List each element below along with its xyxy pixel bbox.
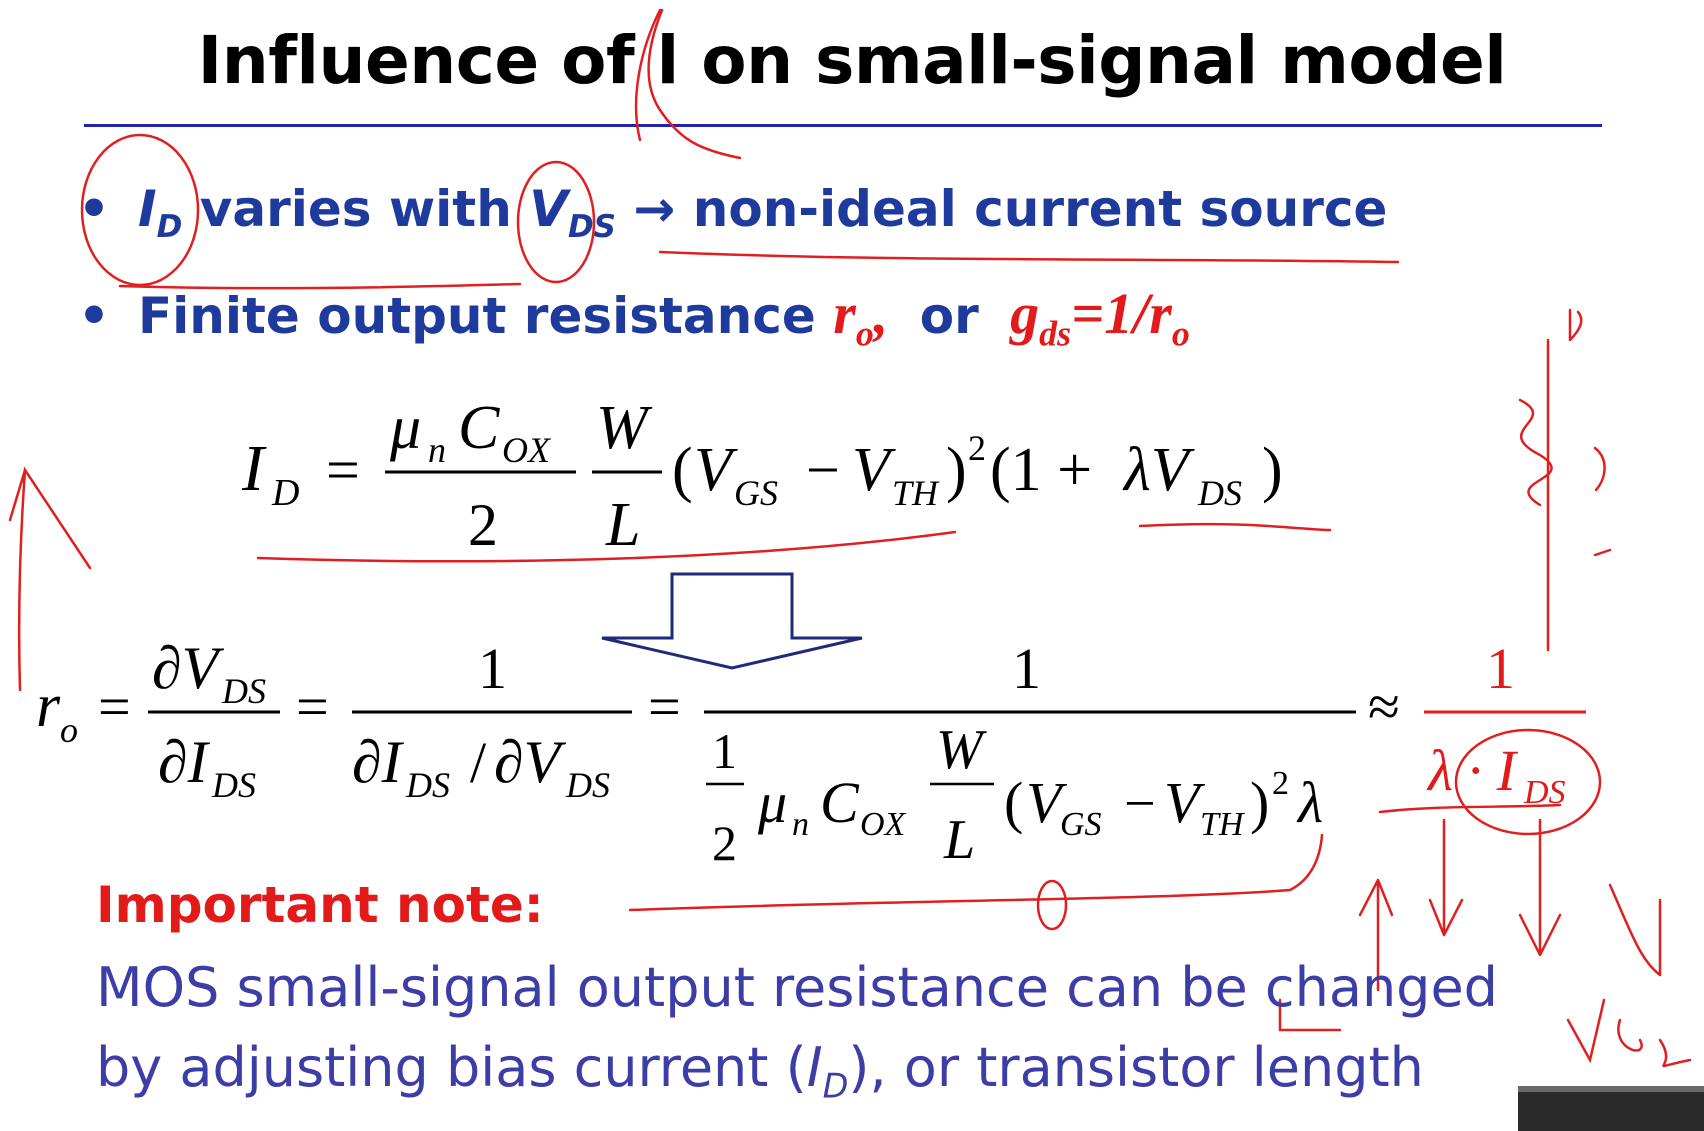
svg-text:μ: μ <box>389 394 421 462</box>
svg-text:W: W <box>596 394 653 462</box>
svg-text:n: n <box>792 806 809 843</box>
svg-text:DS: DS <box>1197 473 1242 513</box>
id-symbol: ID <box>138 180 183 245</box>
svg-text:(1 +: (1 + <box>990 436 1092 504</box>
svg-text:∂V: ∂V <box>494 729 567 795</box>
svg-text:W: W <box>936 719 987 781</box>
svg-text:TH: TH <box>892 473 940 513</box>
slide-title: Influence of l on small-signal model <box>197 22 1507 99</box>
svg-text:C: C <box>458 394 500 462</box>
svg-text:/: / <box>470 730 487 795</box>
note-line-2: by adjusting bias current (ID), or trans… <box>96 1036 1424 1106</box>
gds-expression: gds=1/ro <box>1010 281 1190 354</box>
svg-text:≈: ≈ <box>1368 674 1400 739</box>
svg-text:1: 1 <box>1012 636 1041 701</box>
svg-text:1: 1 <box>478 636 507 701</box>
svg-text:(: ( <box>672 436 693 504</box>
svg-text:λV: λV <box>1122 436 1195 504</box>
svg-text:μ: μ <box>757 770 787 835</box>
title-divider <box>84 124 1602 127</box>
svg-text:=: = <box>326 437 360 503</box>
bullet-dot: • <box>78 287 110 345</box>
svg-text:(: ( <box>1004 770 1023 835</box>
svg-text:I: I <box>241 432 267 505</box>
svg-text:TH: TH <box>1200 806 1246 843</box>
bullet-2-or: or <box>919 287 979 345</box>
id-symbol: ID <box>806 1036 849 1106</box>
down-arrow-icon <box>601 572 863 670</box>
svg-text:L: L <box>943 809 975 871</box>
svg-text:): ) <box>1262 436 1283 504</box>
bullet-1-varies: varies with <box>199 180 512 238</box>
svg-text:V: V <box>852 436 896 504</box>
important-note-title: Important note: <box>96 876 544 934</box>
bullet-1: • ID varies with VDS → non-ideal current … <box>78 180 1387 245</box>
svg-text:=: = <box>296 674 329 739</box>
arrow-symbol: → <box>633 180 676 238</box>
svg-text:GS: GS <box>1060 806 1102 843</box>
svg-text:L: L <box>605 491 640 559</box>
bullet-2: • Finite output resistance ro, or gds=1/r… <box>78 280 1190 355</box>
svg-text:∂I: ∂I <box>352 729 405 795</box>
svg-text:2: 2 <box>1272 765 1289 802</box>
svg-text:V: V <box>1164 770 1206 835</box>
svg-text:DS: DS <box>405 765 450 805</box>
svg-text:=: = <box>648 674 681 739</box>
drain-current-equation: I D = μ n C OX 2 W L ( V GS − V TH ) 2 (… <box>241 394 1283 559</box>
svg-text:1: 1 <box>712 723 737 779</box>
svg-text:DS: DS <box>211 765 256 805</box>
ro-comma: , <box>873 281 889 346</box>
svg-text:OX: OX <box>860 806 907 843</box>
handwritten-annotations <box>8 8 1692 1068</box>
webcam-thumbnail <box>1518 1086 1704 1131</box>
svg-text:C: C <box>820 770 860 835</box>
svg-text:): ) <box>946 436 967 504</box>
bullet-1-rest: non-ideal current source <box>692 180 1388 238</box>
svg-text:o: o <box>60 710 78 750</box>
svg-text:V: V <box>1026 770 1068 835</box>
svg-text:n: n <box>428 430 446 470</box>
svg-text:=: = <box>98 674 131 739</box>
svg-text:): ) <box>1250 770 1269 835</box>
svg-text:DS: DS <box>565 765 610 805</box>
svg-text:GS: GS <box>734 473 778 513</box>
svg-text:2: 2 <box>468 492 498 558</box>
ro-symbol: ro <box>833 281 874 354</box>
note-line-1: MOS small-signal output resistance can b… <box>96 956 1498 1019</box>
svg-text:OX: OX <box>502 430 552 470</box>
svg-text:∂I: ∂I <box>158 729 211 795</box>
svg-text:λ: λ <box>1296 770 1323 835</box>
svg-text:−: − <box>806 437 840 503</box>
svg-text:∂V: ∂V <box>152 635 225 701</box>
svg-text:r: r <box>36 672 61 740</box>
svg-text:2: 2 <box>968 428 986 468</box>
output-resistance-equation: r o = ∂V DS ∂I DS = 1 ∂I DS / ∂V DS = 1 … <box>36 635 1586 871</box>
bullet-2-text: Finite output resistance <box>138 287 816 345</box>
svg-text:1: 1 <box>1486 636 1515 701</box>
svg-text:V: V <box>694 436 738 504</box>
svg-text:2: 2 <box>712 815 737 871</box>
svg-text:−: − <box>1124 773 1156 835</box>
svg-text:D: D <box>271 472 299 514</box>
svg-text:DS: DS <box>221 671 266 711</box>
